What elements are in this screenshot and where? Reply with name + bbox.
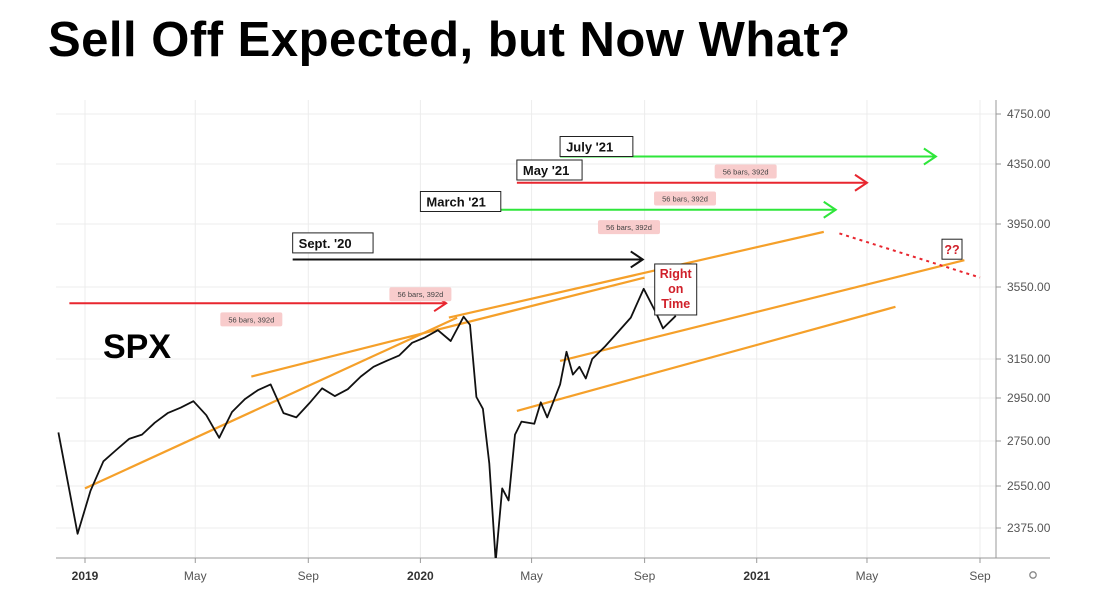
chart-title: Sell Off Expected, but Now What?: [48, 13, 851, 67]
arrow-label-4: May '21: [523, 163, 569, 178]
arrow-label-box-3: [419, 191, 502, 212]
y-tick-label-1: 4350.00: [1007, 157, 1051, 171]
y-tick-label-6: 2750.00: [1007, 434, 1051, 448]
arrow-label-5: July '21: [566, 140, 613, 155]
axes: 4750.00 4350.00 3950.00 3550.00 3150.00 2950.…: [56, 100, 1051, 583]
trend-channels: [84, 230, 981, 490]
annotation-line-0-2: Time: [661, 297, 690, 311]
channel-line-0: [84, 316, 458, 490]
arrow-label-box-1: [292, 232, 374, 254]
bar-count-pill-5: [714, 164, 777, 179]
y-tick-label-4: 3150.00: [1007, 352, 1051, 366]
arrow-label-box-4: [516, 159, 583, 181]
x-tick-label-1: May: [184, 569, 207, 583]
price-line-0: [57, 287, 677, 558]
arrow-head-1: [630, 250, 645, 269]
channel-line-4: [516, 305, 896, 412]
bar-count-pill-3: [597, 220, 660, 235]
x-tick-label-3: 2020: [407, 569, 434, 583]
question-box: [941, 238, 963, 260]
y-tick-label-3: 3550.00: [1007, 280, 1051, 294]
x-tick-label-6: 2021: [743, 569, 770, 583]
bar-count-pill-4: [654, 191, 717, 206]
symbol-label: SPX: [103, 328, 171, 366]
y-tick-label-2: 3950.00: [1007, 217, 1051, 231]
channel-line-2: [448, 230, 825, 319]
annotation-line-0-1: on: [668, 282, 683, 296]
y-tick-label-8: 2375.00: [1007, 521, 1051, 535]
y-tick-label-7: 2550.00: [1007, 479, 1051, 493]
annotation-labels: 56 bars, 392d Sept. '20 56 bars, 392d March…: [220, 136, 963, 327]
channel-line-1: [251, 276, 645, 378]
bar-count-pill-0: [220, 312, 283, 327]
x-tick-label-2: Sep: [298, 569, 320, 583]
gear-icon: [1029, 571, 1037, 579]
annotation-box-0: [654, 263, 698, 316]
x-tick-label-5: Sep: [634, 569, 656, 583]
bar-count-note-2: 56 bars, 392d: [397, 290, 443, 299]
question-label: ??: [944, 243, 959, 257]
price-series: [57, 287, 677, 558]
x-tick-label-8: Sep: [969, 569, 991, 583]
bar-count-note-0: 56 bars, 392d: [228, 315, 274, 324]
bar-count-pill-2: [389, 287, 452, 302]
y-tick-label-0: 4750.00: [1007, 107, 1051, 121]
y-tick-label-5: 2950.00: [1007, 391, 1051, 405]
x-tick-label-0: 2019: [72, 569, 99, 583]
arrow-head-4: [854, 173, 869, 192]
bar-count-arrows: [69, 147, 938, 313]
bar-count-note-5: 56 bars, 392d: [723, 168, 769, 177]
annotation-line-0-0: Right: [660, 267, 693, 281]
arrow-label-box-5: [559, 136, 634, 157]
arrow-label-3: March '21: [426, 195, 485, 210]
arrow-head-3: [823, 200, 838, 219]
arrow-head-5: [923, 147, 938, 166]
channel-line-3: [559, 259, 965, 363]
x-tick-label-7: May: [856, 569, 879, 583]
bar-count-note-4: 56 bars, 392d: [662, 195, 708, 204]
x-tick-label-4: May: [520, 569, 543, 583]
bar-count-note-3: 56 bars, 392d: [606, 223, 652, 232]
arrow-label-1: Sept. '20: [299, 236, 352, 251]
